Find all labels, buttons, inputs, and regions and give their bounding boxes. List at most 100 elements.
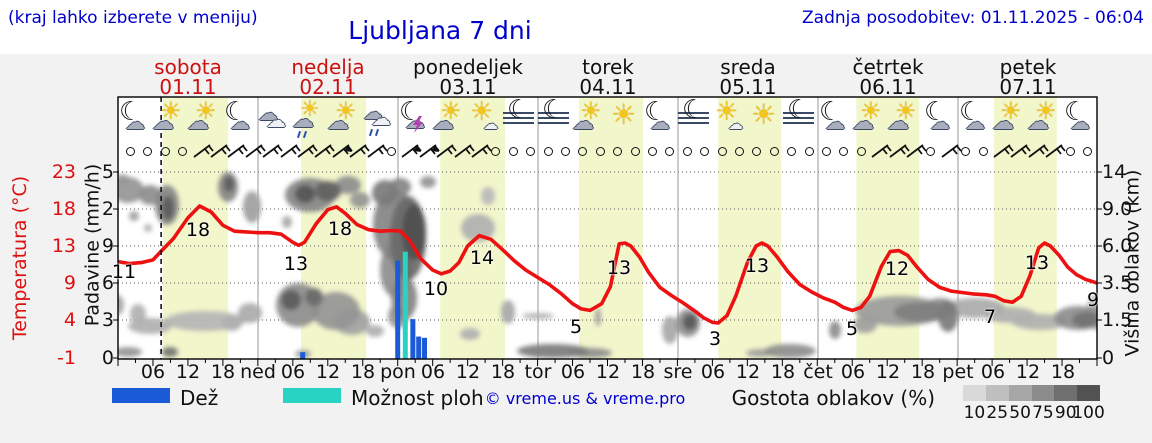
x-axis-label: čet — [803, 361, 833, 383]
shower-legend-label: Možnost ploh — [351, 386, 484, 410]
wind-calm-icon — [839, 147, 849, 156]
weather-icon-mc: ☾ ☁ — [1064, 97, 1090, 134]
day-name: sobota — [154, 55, 222, 79]
day-name: torek — [582, 55, 634, 79]
header-strip — [0, 0, 1152, 54]
temp-value-label: 11 — [111, 261, 137, 283]
cloud-blob — [402, 204, 426, 260]
weather-icon-ccd: ☁ ☁ — [362, 99, 398, 143]
precip-tick-label: 0 — [101, 347, 114, 369]
wind-barb-icon — [453, 143, 475, 163]
cloud-scale-tick: 100 — [1072, 403, 1105, 423]
cloud-blob — [222, 315, 242, 331]
weather-icon-mc: ☾ ☁ — [644, 97, 670, 134]
copyright-link[interactable]: © vreme.us & vreme.pro — [484, 389, 686, 408]
temp-value-label: 10 — [423, 278, 449, 300]
temp-tick-label: 13 — [51, 235, 76, 257]
cloud-blob — [305, 288, 323, 306]
shower-bar — [402, 251, 408, 359]
x-axis-label: 06 — [280, 361, 306, 383]
wind-calm-icon — [717, 147, 727, 156]
x-axis-label: 06 — [980, 361, 1006, 383]
cloud-scale-segment — [1008, 385, 1032, 401]
cloud-height-tick-label: 0 — [1102, 347, 1115, 369]
cloud-blob — [595, 308, 601, 326]
day-date: 05.11 — [719, 75, 777, 99]
wind-calm-icon — [387, 147, 396, 156]
wind-barb-icon — [226, 143, 249, 163]
cloud-blob — [662, 316, 678, 344]
wind-calm-icon — [508, 147, 518, 156]
x-axis-label: 18 — [770, 361, 796, 383]
wind-barb-icon — [244, 143, 266, 163]
weather-icon-mc: ☾ ☁ — [224, 97, 250, 134]
wind-barb-icon — [1027, 143, 1049, 163]
weather-icon-mcl: ☾ ☁ — [397, 99, 433, 143]
weather-icon-mc: ☾ ☁ — [819, 97, 845, 134]
shower-legend-swatch — [283, 388, 341, 403]
wind-barb-icon — [1044, 143, 1066, 163]
temp-value-label: 18 — [185, 219, 211, 241]
wind-barb-icon — [331, 143, 353, 163]
wind-row — [0, 143, 1152, 161]
cloud-blob — [118, 347, 142, 357]
cloud-scale-segment — [985, 385, 1010, 401]
wind-calm-icon — [735, 147, 744, 156]
cloud-density-layer — [118, 172, 1097, 358]
x-axis-label: 18 — [630, 361, 656, 383]
cloud-blob — [460, 328, 480, 340]
wind-calm-icon — [160, 147, 170, 156]
cloud-blob — [312, 292, 360, 330]
x-axis-label: 18 — [1050, 361, 1076, 383]
cloud-blob — [130, 304, 146, 324]
wind-calm-icon — [178, 147, 188, 156]
rain-bar — [410, 319, 416, 359]
page-title: Ljubljana 7 dni — [348, 16, 532, 45]
cloud-scale-tick: 10 — [963, 403, 986, 423]
weather-icon-sc: ☀ ☁ — [572, 97, 602, 135]
temp-tick-label: 4 — [63, 309, 76, 331]
temp-value-label: 12 — [884, 258, 910, 280]
x-axis-label: 12 — [315, 361, 341, 383]
wind-calm-icon — [595, 147, 605, 156]
cloud-blob — [335, 176, 361, 194]
wind-barb-icon — [418, 143, 440, 163]
cloud-height-tick-label: 1.5 — [1102, 309, 1133, 331]
precip-tick-label: 3 — [101, 309, 114, 331]
wind-calm-icon — [961, 147, 971, 156]
wind-calm-icon — [491, 147, 501, 156]
x-axis-label: 18 — [490, 361, 516, 383]
cloud-blob — [118, 295, 124, 315]
wind-calm-icon — [630, 147, 640, 156]
day-name: petek — [999, 55, 1057, 79]
wind-calm-icon — [648, 147, 657, 156]
wind-barb-icon — [366, 143, 388, 163]
cloud-height-tick-label: 3.5 — [1102, 272, 1133, 294]
weather-icon-sc: ☀ ☁ — [432, 97, 462, 135]
wind-calm-icon — [561, 147, 570, 156]
cloud-legend-label: Gostota oblakov (%) — [731, 386, 935, 410]
weather-icon-mc: ☾ ☁ — [119, 97, 145, 134]
wind-calm-icon — [526, 147, 536, 156]
wind-calm-icon — [978, 147, 988, 156]
cloud-blob — [118, 177, 144, 203]
cloud-blob — [282, 216, 292, 228]
day-name: četrtek — [852, 55, 924, 79]
weather-icon-sc: ☀ ☁ — [887, 97, 917, 135]
wind-barb-icon — [905, 143, 927, 163]
wind-barb-icon — [279, 143, 301, 163]
weather-icon-sc: ☀ ☁ — [1027, 97, 1057, 135]
cloud-blob — [461, 214, 495, 242]
cloud-scale-segment — [1077, 385, 1101, 401]
daylight-band — [578, 97, 644, 359]
cloud-height-tick-label: 6.0 — [1102, 235, 1133, 257]
weather-icon-mf: ☾ — [537, 97, 573, 143]
lightning-icon — [412, 116, 424, 137]
rain-bar — [300, 352, 306, 359]
x-axis-label: 12 — [175, 361, 201, 383]
wind-calm-icon — [578, 147, 588, 156]
x-axis-label: 06 — [840, 361, 866, 383]
cloud-scale-segment — [963, 385, 987, 401]
weather-icon-sc: ☀ ☁ — [187, 97, 217, 135]
